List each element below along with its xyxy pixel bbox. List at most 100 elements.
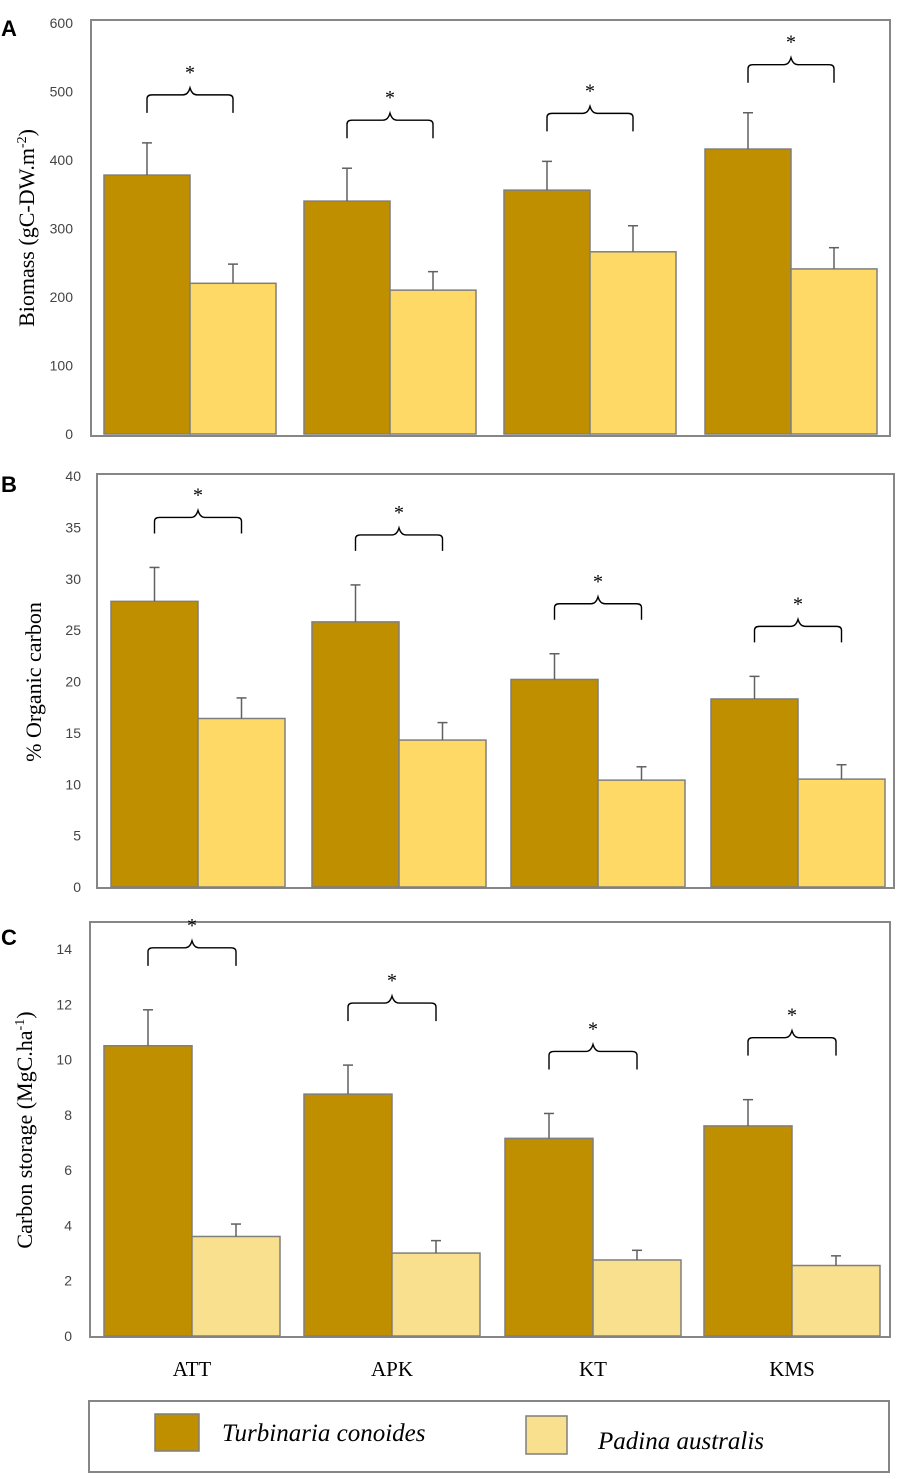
- y-axis-label: % Organic carbon: [21, 602, 46, 762]
- y-tick-label: 200: [50, 289, 74, 305]
- y-tick-label: 400: [50, 152, 74, 168]
- bar-padina: [791, 1264, 881, 1337]
- bar-padina: [398, 739, 487, 888]
- legend-label-turbinaria: Turbinaria conoides: [222, 1420, 426, 1447]
- panel-b: B 0 5 10 15 20 25 30 35 40 % Organic carbon * * * *: [1, 468, 895, 895]
- significance-bracket: [347, 993, 437, 1022]
- significance-bracket: [146, 85, 234, 113]
- y-tick-label: 500: [50, 84, 74, 100]
- significance-star: *: [786, 32, 796, 54]
- y-tick-label: 14: [56, 941, 72, 957]
- bar-padina: [589, 251, 677, 435]
- y-tick-label: 2: [64, 1273, 72, 1289]
- panel-letter: A: [1, 16, 17, 41]
- significance-bracket: [546, 103, 634, 132]
- legend-label-padina: Padina australis: [597, 1428, 764, 1455]
- bar-padina: [197, 717, 286, 888]
- y-tick-label: 8: [64, 1107, 72, 1123]
- significance-star: *: [385, 87, 395, 109]
- y-tick-label: 6: [64, 1162, 72, 1178]
- panel-letter: C: [1, 925, 17, 950]
- y-tick-label: 12: [56, 996, 72, 1012]
- legend-swatch-padina: [525, 1415, 568, 1455]
- x-tick-label: APK: [371, 1357, 413, 1381]
- legend-swatch-turbinaria: [154, 1413, 200, 1452]
- significance-star: *: [387, 970, 397, 992]
- y-tick-label: 0: [65, 426, 73, 442]
- y-tick-label: 35: [65, 519, 81, 535]
- significance-star: *: [185, 62, 195, 84]
- legend: Turbinaria conoides Padina australis: [88, 1400, 890, 1473]
- y-axis-label-superscript: -2: [15, 136, 30, 148]
- x-tick-label: KMS: [769, 1357, 815, 1381]
- y-axis-label-end: ): [12, 1011, 37, 1018]
- x-tick-label: ATT: [173, 1357, 212, 1381]
- y-tick-label: 300: [50, 221, 74, 237]
- significance-bracket: [553, 594, 643, 620]
- y-tick-label: 25: [65, 622, 81, 638]
- y-tick-label: 30: [65, 571, 81, 587]
- significance-bracket: [346, 110, 434, 139]
- y-tick-label: 0: [73, 879, 81, 895]
- significance-bracket: [147, 938, 237, 966]
- bar-padina: [797, 778, 886, 888]
- bar-turbinaria: [710, 698, 799, 888]
- significance-bracket: [153, 507, 243, 534]
- significance-star: *: [585, 80, 595, 102]
- y-tick-label: 0: [64, 1328, 72, 1344]
- significance-bracket: [548, 1041, 638, 1070]
- significance-bracket: [354, 525, 444, 551]
- y-tick-label: 15: [65, 725, 81, 741]
- bar-turbinaria: [303, 200, 391, 435]
- panel-a: A 0 100 200 300 400 500 600 Biomass (gC-DW.m-2) *…: [1, 15, 891, 442]
- y-axis-label-end: ): [14, 129, 39, 136]
- bar-turbinaria: [303, 1093, 393, 1337]
- bar-turbinaria: [103, 1045, 193, 1337]
- y-axis-label-main: Biomass (gC-DW.m: [14, 148, 39, 327]
- y-tick-label: 5: [73, 828, 81, 844]
- bar-turbinaria: [704, 148, 792, 435]
- bar-turbinaria: [103, 174, 191, 435]
- significance-bracket: [747, 55, 835, 83]
- plot-frame: [90, 19, 891, 437]
- y-tick-label: 600: [50, 15, 74, 31]
- bar-padina: [391, 1252, 481, 1337]
- y-axis-label: Biomass (gC-DW.m-2): [14, 129, 39, 327]
- y-tick-label: 10: [56, 1052, 72, 1068]
- y-tick-label: 10: [65, 776, 81, 792]
- y-tick-label: 4: [64, 1217, 72, 1233]
- significance-star: *: [394, 502, 404, 524]
- bar-turbinaria: [503, 189, 591, 435]
- plot-frame: [89, 921, 891, 1338]
- y-tick-label: 20: [65, 674, 81, 690]
- bar-padina: [189, 282, 277, 435]
- significance-star: *: [793, 593, 803, 615]
- y-tick-label: 40: [65, 468, 81, 484]
- significance-bracket: [753, 616, 843, 643]
- significance-star: *: [187, 915, 197, 937]
- bar-turbinaria: [510, 678, 599, 888]
- panel-letter: B: [1, 472, 17, 497]
- bar-turbinaria: [311, 621, 400, 888]
- significance-star: *: [787, 1005, 797, 1027]
- y-axis-label: Carbon storage (MgC.ha-1): [12, 1011, 37, 1248]
- panel-c: C 0 2 4 6 8 10 12 14 Carbon storage (MgC.ha-1) * AT…: [1, 915, 891, 1381]
- bar-padina: [592, 1259, 682, 1337]
- significance-bracket: [747, 1028, 837, 1056]
- y-axis-label-main: Carbon storage (MgC.ha: [12, 1030, 37, 1248]
- y-tick-label: 100: [50, 358, 74, 374]
- x-tick-label: KT: [579, 1357, 607, 1381]
- plot-frame: [96, 473, 895, 889]
- bar-turbinaria: [703, 1125, 793, 1337]
- significance-star: *: [593, 571, 603, 593]
- significance-star: *: [588, 1018, 598, 1040]
- y-axis-label-main: % Organic carbon: [21, 602, 46, 762]
- y-axis-label-superscript: -1: [13, 1019, 28, 1031]
- bar-turbinaria: [504, 1137, 594, 1337]
- bar-turbinaria: [110, 600, 199, 888]
- bar-padina: [790, 268, 878, 435]
- bar-padina: [191, 1235, 281, 1337]
- bar-padina: [597, 779, 686, 888]
- bar-padina: [389, 289, 477, 435]
